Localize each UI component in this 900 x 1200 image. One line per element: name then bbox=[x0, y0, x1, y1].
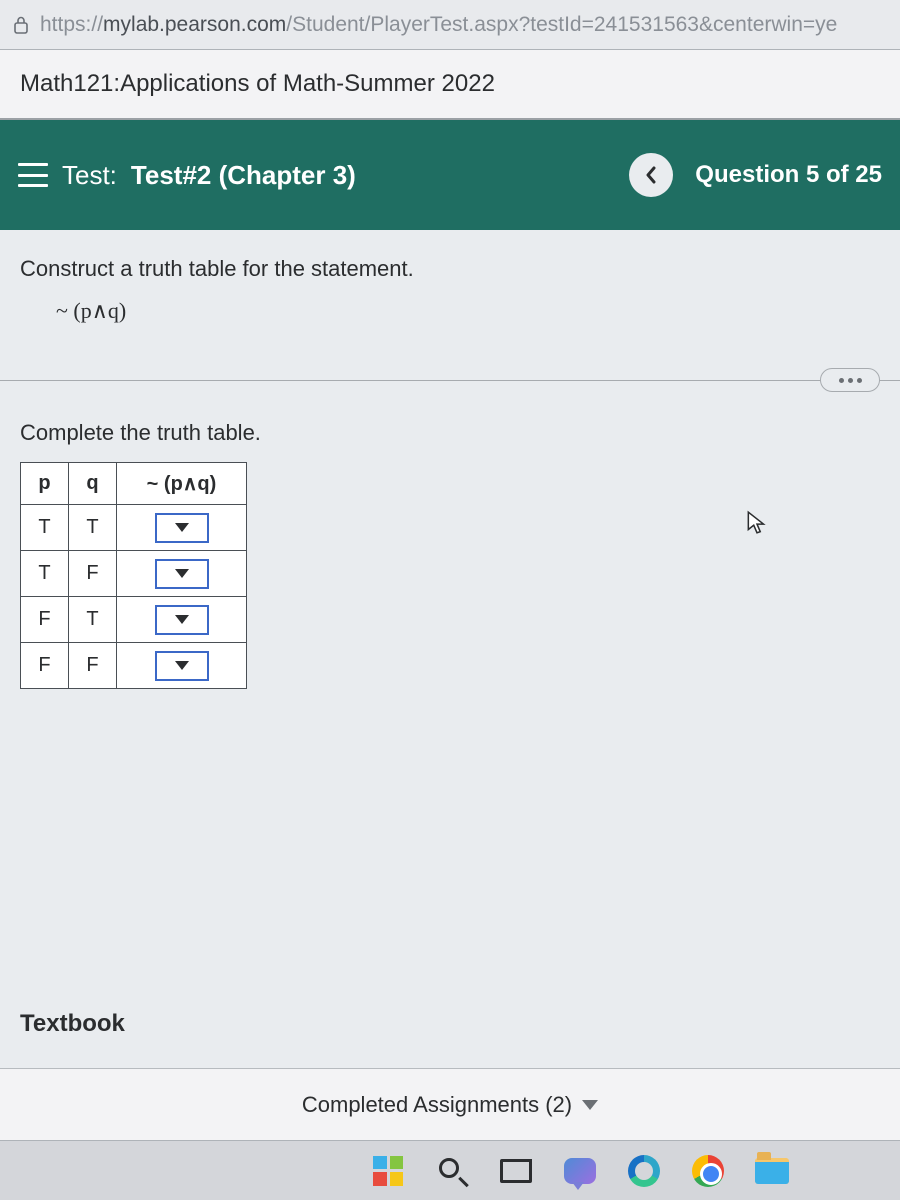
chevron-down-icon bbox=[582, 1100, 598, 1110]
cell-p: F bbox=[21, 643, 69, 689]
task-view-icon[interactable] bbox=[498, 1153, 534, 1189]
chrome-browser-icon[interactable] bbox=[690, 1153, 726, 1189]
answer-dropdown[interactable] bbox=[155, 605, 209, 635]
cell-q: F bbox=[69, 551, 117, 597]
question-content: Construct a truth table for the statemen… bbox=[0, 230, 900, 1068]
chevron-down-icon bbox=[175, 615, 189, 624]
course-title: Math121:Applications of Math-Summer 2022 bbox=[20, 70, 495, 98]
url-prefix: https:// bbox=[40, 13, 103, 36]
file-explorer-icon[interactable] bbox=[754, 1153, 790, 1189]
prev-question-button[interactable] bbox=[629, 153, 673, 197]
table-row: F T bbox=[21, 597, 247, 643]
chevron-down-icon bbox=[175, 523, 189, 532]
textbook-link[interactable]: Textbook bbox=[20, 1010, 125, 1038]
table-row: T F bbox=[21, 551, 247, 597]
answer-dropdown[interactable] bbox=[155, 559, 209, 589]
browser-address-bar: https://mylab.pearson.com/Student/Player… bbox=[0, 0, 900, 50]
windows-start-icon[interactable] bbox=[370, 1153, 406, 1189]
test-header: Test: Test#2 (Chapter 3) Question 5 of 2… bbox=[0, 120, 900, 230]
truth-table: p q ~ (p∧q) T T T F F T F F bbox=[20, 462, 247, 689]
table-row: T T bbox=[21, 505, 247, 551]
complete-instruction: Complete the truth table. bbox=[20, 420, 261, 446]
cell-q: T bbox=[69, 597, 117, 643]
test-label: Test: bbox=[62, 160, 117, 191]
test-title: Test#2 (Chapter 3) bbox=[131, 160, 356, 191]
table-row: F F bbox=[21, 643, 247, 689]
section-divider bbox=[0, 380, 900, 381]
table-header-p: p bbox=[21, 463, 69, 505]
chat-icon[interactable] bbox=[562, 1153, 598, 1189]
lock-icon bbox=[12, 16, 30, 34]
table-header-q: q bbox=[69, 463, 117, 505]
more-options-button[interactable] bbox=[820, 368, 880, 392]
url-path: /Student/PlayerTest.aspx?testId=24153156… bbox=[286, 13, 837, 36]
completed-assignments-toggle[interactable]: Completed Assignments (2) bbox=[0, 1068, 900, 1140]
table-header-expr: ~ (p∧q) bbox=[117, 463, 247, 505]
cell-p: T bbox=[21, 505, 69, 551]
cell-p: F bbox=[21, 597, 69, 643]
url-domain: mylab.pearson.com bbox=[103, 13, 286, 36]
chevron-down-icon bbox=[175, 661, 189, 670]
cell-q: T bbox=[69, 505, 117, 551]
answer-dropdown[interactable] bbox=[155, 513, 209, 543]
answer-dropdown[interactable] bbox=[155, 651, 209, 681]
question-expression: ~ (p∧q) bbox=[56, 298, 880, 324]
course-bar: Math121:Applications of Math-Summer 2022 bbox=[0, 50, 900, 120]
chevron-down-icon bbox=[175, 569, 189, 578]
menu-icon[interactable] bbox=[18, 163, 48, 187]
question-prompt: Construct a truth table for the statemen… bbox=[20, 256, 880, 282]
completed-label: Completed Assignments (2) bbox=[302, 1092, 572, 1118]
search-icon[interactable] bbox=[434, 1153, 470, 1189]
windows-taskbar bbox=[0, 1140, 900, 1200]
url-text[interactable]: https://mylab.pearson.com/Student/Player… bbox=[40, 13, 837, 37]
cell-p: T bbox=[21, 551, 69, 597]
edge-browser-icon[interactable] bbox=[626, 1153, 662, 1189]
question-counter: Question 5 of 25 bbox=[695, 161, 882, 189]
cursor-icon bbox=[744, 510, 770, 536]
cell-q: F bbox=[69, 643, 117, 689]
